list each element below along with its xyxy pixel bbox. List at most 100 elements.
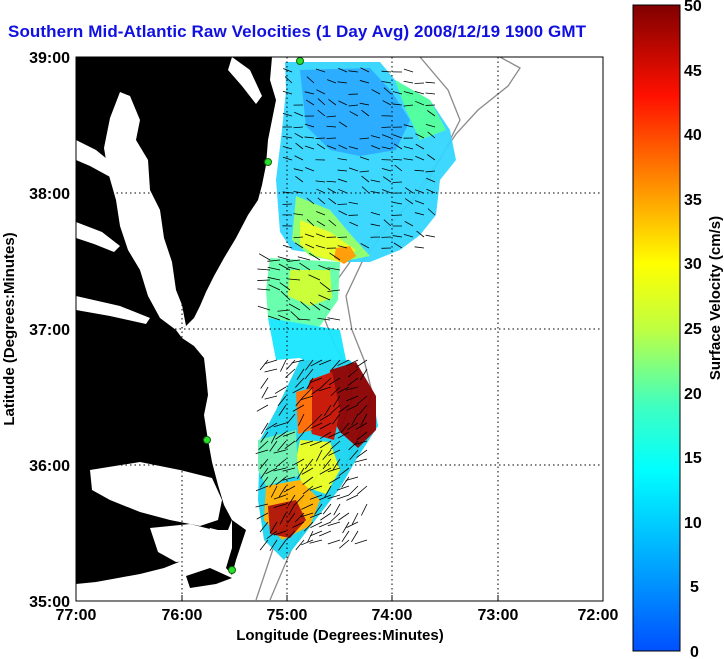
velocity-arrow	[319, 281, 331, 291]
velocity-arrow	[392, 201, 403, 205]
velocity-arrow	[301, 503, 314, 510]
velocity-arrow	[294, 512, 305, 523]
velocity-arrow	[304, 123, 315, 128]
velocity-arrow	[360, 413, 368, 426]
outer-banks-south	[186, 568, 232, 588]
velocity-arrow	[337, 245, 348, 249]
velocity-arrow	[427, 110, 436, 117]
velocity-arrow	[275, 431, 287, 440]
velocity-arrow	[266, 530, 278, 539]
velocity-arrow	[338, 210, 348, 216]
velocity-arrow	[305, 243, 315, 249]
velocity-arrow	[348, 485, 359, 496]
velocity-arrow	[294, 494, 305, 505]
velocity-arrow	[404, 198, 414, 205]
velocity-arrow	[319, 413, 332, 421]
velocity-arrow	[312, 413, 323, 424]
velocity-arrow	[332, 413, 341, 425]
velocity-arrow	[346, 395, 359, 402]
velocity-arrow	[370, 135, 381, 139]
velocity-arrow	[304, 136, 315, 139]
velocity-arrow	[306, 197, 315, 205]
velocity-arrow	[267, 259, 281, 262]
velocity-arrow	[294, 111, 304, 117]
velocity-arrow	[328, 219, 337, 227]
y-tick-label: 35:00	[29, 594, 70, 611]
velocity-arrow	[359, 170, 370, 173]
velocity-arrow	[340, 422, 350, 434]
velocity-arrow	[414, 169, 425, 172]
velocity-arrow	[291, 359, 305, 364]
velocity-arrow	[294, 155, 304, 161]
velocity-arrow	[345, 386, 359, 391]
velocity-arrow	[415, 155, 425, 161]
velocity-arrow	[309, 377, 323, 383]
velocity-arrow	[304, 233, 315, 238]
velocity-arrow	[326, 115, 337, 118]
velocity-arrow	[267, 315, 281, 321]
velocity-arrow	[259, 359, 269, 371]
velocity-arrow	[303, 422, 314, 433]
velocity-arrow	[269, 539, 278, 551]
velocity-arrow	[309, 512, 323, 518]
velocity-arrow	[347, 377, 359, 387]
velocity-arrow	[278, 263, 291, 271]
velocity-arrow	[346, 521, 359, 529]
velocity-arrow	[361, 186, 370, 194]
velocity-arrow	[426, 188, 436, 194]
graticule	[76, 57, 603, 601]
velocity-arrow	[328, 431, 341, 438]
velocity-arrow	[279, 282, 291, 291]
velocity-arrow	[383, 219, 392, 227]
velocity-arrow	[360, 67, 370, 73]
x-tick-label: 72:00	[578, 607, 619, 624]
velocity-arrow	[382, 100, 392, 106]
velocity-arrow	[330, 404, 341, 414]
velocity-arrow	[293, 236, 304, 239]
velocity-arrow	[320, 512, 332, 521]
velocity-arrow	[414, 200, 425, 205]
velocity-arrow	[269, 440, 278, 452]
velocity-arrow	[293, 168, 304, 172]
velocity-arrow	[338, 100, 348, 106]
velocity-arrow	[416, 230, 425, 238]
velocity-arrow	[314, 503, 323, 515]
velocity-arrow	[277, 395, 287, 407]
velocity-arrow	[306, 530, 314, 543]
velocity-arrow	[347, 368, 359, 378]
velocity-arrow	[361, 109, 370, 117]
velocity-arrow	[277, 256, 291, 261]
velocity-arrow	[279, 512, 287, 525]
velocity-arrow	[425, 124, 436, 128]
colorbar-tick-label: 45	[684, 63, 702, 80]
velocity-arrow	[346, 404, 359, 411]
velocity-arrow	[260, 377, 269, 389]
velocity-arrow	[323, 404, 332, 417]
velocity-arrow	[328, 476, 341, 484]
velocity-arrow	[292, 521, 305, 528]
velocity-arrow	[315, 180, 326, 183]
velocity-arrow	[273, 422, 287, 428]
velocity-arrow	[360, 368, 368, 381]
x-tick-label: 75:00	[267, 607, 308, 624]
velocity-arrow	[295, 395, 305, 407]
velocity-arrow	[322, 449, 332, 460]
velocity-arrow	[270, 521, 278, 534]
velocity-arrow	[305, 99, 315, 106]
x-tick-label: 74:00	[372, 607, 413, 624]
velocity-arrow	[295, 431, 305, 442]
rappahannock-river	[76, 222, 120, 252]
velocity-arrow	[392, 103, 403, 106]
velocity-arrow	[360, 503, 368, 516]
velocity-arrow	[301, 539, 314, 546]
velocity-arrow	[295, 377, 305, 388]
colorbar-tick-label: 30	[684, 256, 702, 273]
velocity-arrow	[348, 70, 359, 73]
velocity-arrow	[284, 76, 293, 84]
velocity-arrow	[414, 91, 425, 95]
velocity-arrow	[309, 485, 323, 491]
velocity-arrow	[370, 223, 381, 227]
radar-station-marker	[296, 57, 304, 65]
velocity-arrow	[348, 167, 359, 172]
velocity-arrow	[338, 188, 348, 194]
